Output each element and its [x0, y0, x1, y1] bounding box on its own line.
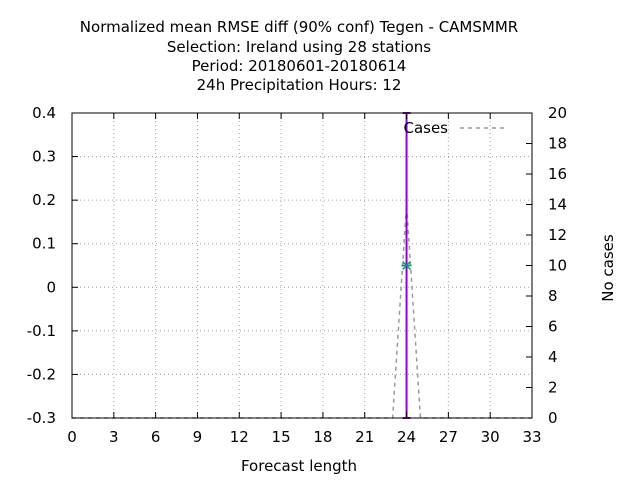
title-line-3: Period: 20180601-20180614: [192, 57, 407, 75]
y2-tick-label: 16: [548, 165, 567, 183]
title-line-2: Selection: Ireland using 28 stations: [167, 38, 431, 56]
y-tick-label: 0.4: [32, 104, 56, 122]
y-tick-label: -0.2: [27, 365, 56, 383]
x-tick-label: 33: [522, 428, 541, 446]
y2-tick-label: 8: [548, 287, 558, 305]
y2-tick-label: 4: [548, 348, 558, 366]
x-tick-label: 24: [397, 428, 416, 446]
y2-tick-label: 0: [548, 409, 558, 427]
y2-tick-label: 2: [548, 379, 558, 397]
cases-series-line: [72, 204, 532, 419]
x-tick-label: 30: [481, 428, 500, 446]
x-tick-label: 9: [193, 428, 203, 446]
plot-frame: [71, 112, 533, 419]
x-tick-label: 21: [355, 428, 374, 446]
x-tick-label: 6: [151, 428, 161, 446]
y2-tick-label: 6: [548, 318, 558, 336]
x-tick-label: 15: [272, 428, 291, 446]
y2-tick-label: 10: [548, 257, 567, 275]
y-tick-label: 0.3: [32, 148, 56, 166]
ticks-layer: 0 3 6 9 12 15 18 21 24 27 30 33-0.3-0.2-0.100.10.20…: [27, 104, 567, 446]
x-axis-label: Forecast length: [241, 457, 357, 475]
y-tick-label: 0.2: [32, 191, 56, 209]
x-tick-label: 12: [230, 428, 249, 446]
y-tick-label: 0.1: [32, 235, 56, 253]
grid: [72, 113, 532, 418]
y2-axis-label: No cases: [599, 234, 617, 302]
y2-tick-label: 14: [548, 196, 567, 214]
legend: Cases: [403, 119, 505, 137]
chart-title: Normalized mean RMSE diff (90% conf) Teg…: [80, 18, 518, 94]
y-tick-label: -0.1: [27, 322, 56, 340]
y2-tick-label: 12: [548, 226, 567, 244]
x-tick-label: 27: [439, 428, 458, 446]
x-tick-label: 0: [67, 428, 77, 446]
y-tick-label: 0: [46, 278, 56, 296]
title-line-1: Normalized mean RMSE diff (90% conf) Teg…: [80, 18, 518, 36]
legend-label-cases: Cases: [403, 119, 448, 137]
title-line-4: 24h Precipitation Hours: 12: [197, 76, 402, 94]
series-layer: [72, 112, 532, 419]
x-tick-label: 18: [313, 428, 332, 446]
y-tick-label: -0.3: [27, 409, 56, 427]
y2-tick-label: 20: [548, 104, 567, 122]
y2-tick-label: 18: [548, 135, 567, 153]
x-tick-label: 3: [109, 428, 119, 446]
